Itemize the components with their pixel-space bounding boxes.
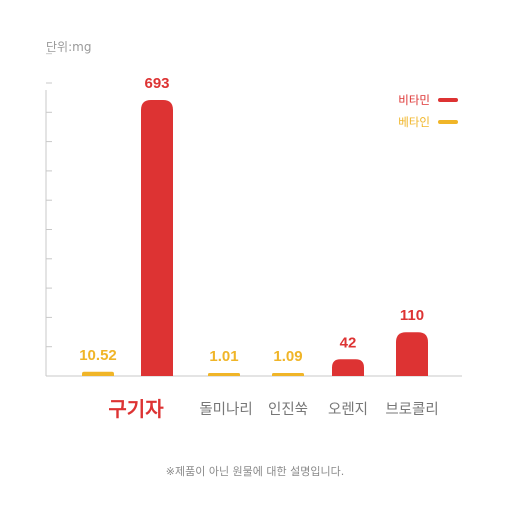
data-label: 10.52 xyxy=(79,347,117,364)
unit-label: 단위:mg xyxy=(46,40,92,54)
bar-구기자-비타민 xyxy=(141,100,173,376)
data-label: 42 xyxy=(340,334,357,351)
bar-브로콜리-비타민 xyxy=(396,332,428,376)
legend-item-beta: 베타인 xyxy=(398,111,458,133)
legend-label-vitamin: 비타민 xyxy=(398,93,430,107)
bar-인진쑥-베타인 xyxy=(272,373,304,376)
legend-label-beta: 베타인 xyxy=(398,115,430,129)
legend: 비타민 베타인 xyxy=(398,89,458,133)
category-label: 인진쑥 xyxy=(268,401,308,418)
legend-swatch-beta xyxy=(438,120,458,124)
data-label: 1.01 xyxy=(209,348,238,365)
category-label: 오렌지 xyxy=(328,401,368,418)
data-label: 1.09 xyxy=(273,348,302,365)
legend-swatch-vitamin xyxy=(438,98,458,102)
data-label: 693 xyxy=(144,75,169,92)
category-label: 브로콜리 xyxy=(385,401,438,418)
legend-item-vitamin: 비타민 xyxy=(398,89,458,111)
data-label: 110 xyxy=(400,307,424,324)
bar-오렌지-비타민 xyxy=(332,359,364,376)
category-label: 돌미나리 xyxy=(199,401,252,418)
category-label: 구기자 xyxy=(108,397,164,421)
bar-구기자-베타인 xyxy=(82,371,114,376)
bar-돌미나리-베타인 xyxy=(208,373,240,376)
footnote: ※제품이 아닌 원물에 대한 설명입니다. xyxy=(165,465,345,478)
